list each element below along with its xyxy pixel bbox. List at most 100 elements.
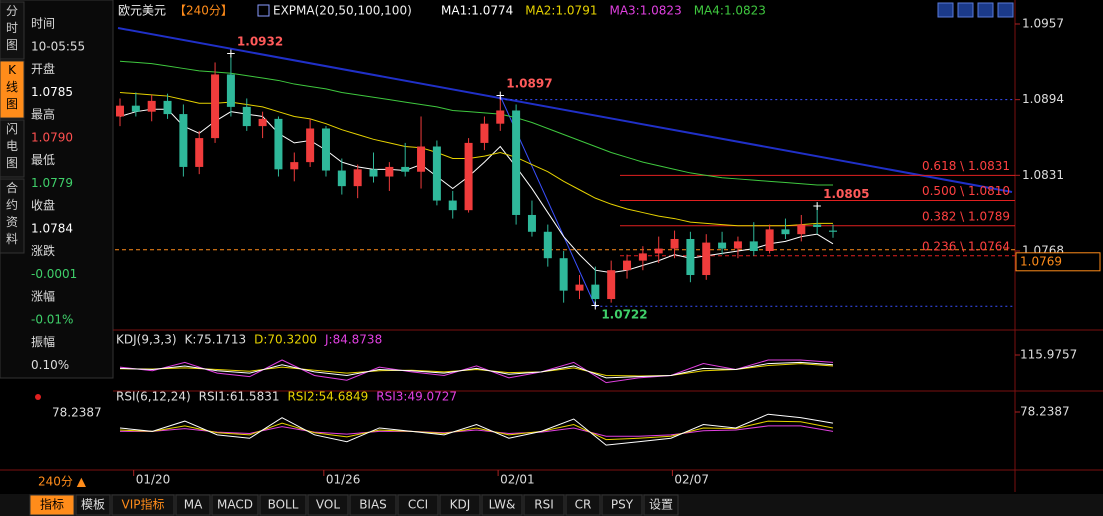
bottom-tab[interactable] bbox=[175, 494, 211, 516]
candle-body bbox=[654, 248, 663, 254]
bottom-tab-label: MA bbox=[184, 498, 203, 512]
extreme-marker: + bbox=[590, 299, 600, 313]
ma-legend: MA3:1.0823 bbox=[609, 4, 681, 18]
price-tick-label: 1.0894 bbox=[1022, 92, 1064, 106]
kdj-line bbox=[119, 359, 834, 384]
side-tab-label: 合约资料 bbox=[6, 180, 18, 246]
kdj-legend: J:84.8738 bbox=[324, 333, 382, 347]
candle-body bbox=[527, 214, 536, 232]
candle-body bbox=[242, 106, 251, 127]
bottom-tab[interactable] bbox=[565, 494, 601, 516]
bottom-tab-label: 指标 bbox=[40, 497, 64, 512]
bottom-tab[interactable] bbox=[111, 494, 175, 516]
info-label: 振幅 bbox=[31, 334, 55, 349]
bottom-tab[interactable] bbox=[349, 494, 397, 516]
candle-body bbox=[116, 105, 124, 117]
bottom-tab[interactable] bbox=[643, 494, 679, 516]
candle-body bbox=[813, 224, 822, 227]
candle-body bbox=[179, 114, 188, 167]
bottom-tab[interactable] bbox=[523, 494, 565, 516]
bottom-tab-label: 模板 bbox=[81, 498, 105, 512]
date-label: 01/20 bbox=[136, 473, 171, 487]
bottom-tab[interactable] bbox=[259, 494, 307, 516]
price-tick-label: 1.0831 bbox=[1022, 168, 1064, 182]
side-tab[interactable] bbox=[0, 119, 25, 178]
candle-body bbox=[417, 146, 426, 172]
extreme-marker: + bbox=[812, 199, 822, 213]
bottom-tab-label: 设置 bbox=[649, 498, 673, 512]
candle-body bbox=[591, 284, 600, 300]
candle-body bbox=[670, 238, 679, 249]
trend-line bbox=[117, 27, 1013, 193]
candle-body bbox=[226, 74, 235, 107]
side-tab-label: 分时图 bbox=[6, 4, 18, 52]
info-label: 开盘 bbox=[31, 61, 55, 76]
rsi-line bbox=[119, 413, 834, 446]
toolbar-icon[interactable] bbox=[957, 2, 974, 18]
bottom-tab-label: VIP指标 bbox=[122, 497, 165, 512]
current-price: 1.0769 bbox=[1020, 254, 1062, 268]
indicator: EXPMA(20,50,100,100) bbox=[273, 4, 412, 18]
bottom-tab-label: PSY bbox=[611, 498, 634, 512]
rsi-legend: RSI1:61.5831 bbox=[199, 390, 280, 404]
bottom-tab[interactable] bbox=[307, 494, 349, 516]
extreme-label: 1.0897 bbox=[506, 77, 552, 91]
info-label: 收盘 bbox=[31, 198, 55, 213]
candle-body bbox=[274, 118, 283, 170]
toolbar-icon[interactable] bbox=[937, 2, 954, 18]
bottom-tab[interactable] bbox=[601, 494, 643, 516]
bottom-tab-label: MACD bbox=[217, 498, 253, 512]
side-tab[interactable] bbox=[0, 178, 25, 254]
extreme-marker: + bbox=[226, 47, 236, 61]
candle-body bbox=[321, 128, 330, 171]
info-value: 1.0779 bbox=[31, 176, 73, 190]
current-price-box bbox=[1015, 252, 1101, 272]
kdj-legend: K:75.1713 bbox=[185, 333, 247, 347]
extreme-marker: + bbox=[495, 89, 505, 103]
bottom-tab-label: VOL bbox=[316, 498, 340, 512]
bottom-tab[interactable] bbox=[397, 494, 439, 516]
side-tab[interactable] bbox=[0, 1, 25, 60]
extreme-label: 1.0805 bbox=[823, 187, 869, 201]
candle-body bbox=[638, 253, 647, 261]
bottom-tab[interactable] bbox=[481, 494, 523, 516]
info-label: 涨跌 bbox=[31, 243, 55, 258]
rsi-tick-label: 78.2387 bbox=[1020, 405, 1070, 419]
rsi-line bbox=[120, 425, 834, 437]
extreme-label: 1.0932 bbox=[237, 35, 283, 49]
bottom-tab-label: CR bbox=[575, 498, 592, 512]
date-label: 02/01 bbox=[500, 473, 535, 487]
candle-body bbox=[797, 224, 806, 235]
candle-body bbox=[211, 74, 220, 139]
bottom-tab[interactable] bbox=[439, 494, 481, 516]
ma-line bbox=[119, 91, 833, 227]
info-value: -0.0001 bbox=[31, 267, 77, 281]
toolbar-icon[interactable] bbox=[997, 2, 1014, 18]
rsi-legend: RSI2:54.6849 bbox=[287, 390, 368, 404]
side-tab[interactable] bbox=[0, 60, 25, 119]
toolbar-icon[interactable] bbox=[977, 2, 994, 18]
bottom-tab[interactable] bbox=[75, 494, 111, 516]
candle-body bbox=[543, 231, 552, 259]
candle-body bbox=[290, 162, 299, 170]
info-value: 10-05:55 bbox=[31, 40, 85, 54]
period-selector[interactable]: 240分 ▲ bbox=[38, 475, 87, 489]
rsi-line bbox=[119, 420, 834, 441]
candle-body bbox=[401, 166, 410, 172]
info-label: 最高 bbox=[31, 107, 55, 122]
bottom-tab-label: RSI bbox=[534, 498, 554, 512]
candle-body bbox=[765, 229, 774, 251]
bottom-tab[interactable] bbox=[29, 494, 75, 516]
indicator-icon bbox=[257, 4, 270, 17]
info-label: 涨幅 bbox=[31, 289, 55, 304]
info-value: -0.01% bbox=[31, 313, 73, 327]
fib-label: 0.618 \ 1.0831 bbox=[922, 159, 1010, 173]
info-value: 0.10% bbox=[31, 358, 69, 372]
side-tab-label: 闪电图 bbox=[6, 122, 18, 170]
candle-body bbox=[829, 230, 837, 232]
ma-legend: MA1:1.0774 bbox=[441, 4, 513, 18]
bottom-tab[interactable] bbox=[211, 494, 259, 516]
rsi-left-tick: 78.2387 bbox=[52, 406, 102, 420]
info-label: 最低 bbox=[31, 153, 55, 167]
